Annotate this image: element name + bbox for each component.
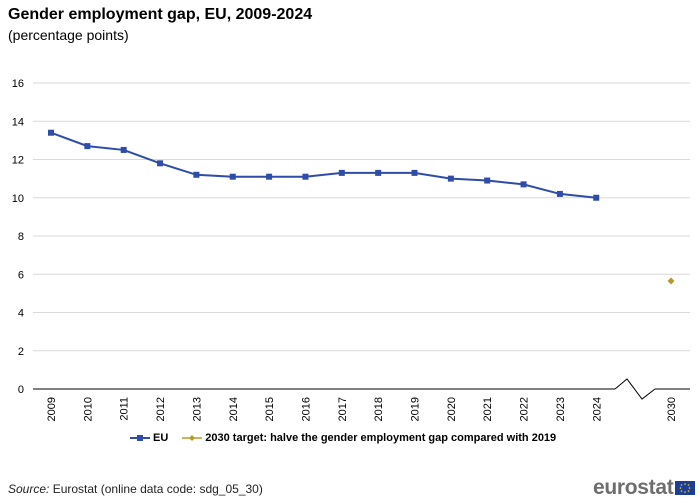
logo-wordmark: eurostat <box>593 476 674 499</box>
y-tick-label: 16 <box>12 78 24 90</box>
x-tick-label: 2016 <box>300 397 312 421</box>
series-eu-point <box>338 169 345 176</box>
series-eu-point <box>229 173 236 180</box>
eurostat-logo: eurostat <box>593 476 696 500</box>
x-tick-label: 2015 <box>264 397 276 421</box>
x-tick-label: 2018 <box>373 397 385 421</box>
x-tick-label: 2023 <box>555 397 567 421</box>
x-tick-label: 2019 <box>410 397 422 421</box>
series-eu-point <box>593 194 600 201</box>
y-tick-label: 0 <box>18 384 24 396</box>
x-tick-label: 2030 <box>666 397 678 421</box>
series-eu-point <box>302 173 309 180</box>
x-tick-label: 2009 <box>46 397 58 421</box>
series-eu-point <box>157 160 164 167</box>
chart-subtitle: (percentage points) <box>8 27 129 43</box>
grid-lines <box>33 82 690 352</box>
source-label: Source: <box>8 482 50 496</box>
x-axis <box>33 378 690 400</box>
x-tick-label: 2011 <box>119 397 131 421</box>
x-tick-label: 2024 <box>591 397 603 421</box>
series-eu-point <box>48 129 54 136</box>
y-tick-label: 14 <box>12 116 24 128</box>
y-tick-label: 8 <box>18 231 24 243</box>
legend: EU 2030 target: halve the gender employm… <box>130 432 570 444</box>
series-eu-point <box>120 146 127 153</box>
series-eu-point <box>484 177 491 184</box>
legend-target-swatch-icon <box>182 433 203 443</box>
y-axis-tick-labels: 0 2 4 6 8 10 12 14 16 <box>12 78 24 396</box>
axis-break-mark <box>614 378 656 400</box>
y-tick-label: 10 <box>12 193 24 205</box>
series-target-point <box>667 277 675 285</box>
x-tick-label: 2020 <box>446 397 458 421</box>
y-tick-label: 6 <box>18 269 24 281</box>
series-eu-point <box>375 169 382 176</box>
y-tick-label: 12 <box>12 155 24 167</box>
source-text: Eurostat (online data code: sdg_05_30) <box>52 482 263 496</box>
x-tick-label: 2010 <box>82 397 94 421</box>
legend-item-eu[interactable]: EU <box>130 432 168 444</box>
series-eu-point <box>84 143 91 150</box>
legend-eu-label: EU <box>153 432 169 444</box>
y-tick-label: 2 <box>18 346 24 358</box>
series-eu-point <box>447 175 454 182</box>
series-eu-point <box>411 169 418 176</box>
series-eu-point <box>556 190 563 197</box>
x-tick-label: 2021 <box>482 397 494 421</box>
x-tick-label: 2017 <box>337 397 349 421</box>
series-eu-point <box>520 181 527 188</box>
chart-title: Gender employment gap, EU, 2009-2024 <box>8 6 313 23</box>
eu-flag-icon <box>675 481 696 495</box>
legend-item-target[interactable]: 2030 target: halve the gender employment… <box>182 432 556 444</box>
series-layer <box>48 129 675 285</box>
x-tick-label: 2013 <box>191 397 203 421</box>
y-tick-label: 4 <box>18 308 24 320</box>
series-eu-point <box>266 173 273 180</box>
x-tick-label: 2022 <box>519 397 531 421</box>
x-tick-label: 2012 <box>155 397 167 421</box>
series-eu-line <box>50 131 597 199</box>
x-tick-label: 2014 <box>228 397 240 421</box>
legend-target-label: 2030 target: halve the gender employment… <box>205 432 557 444</box>
series-eu-point <box>193 171 200 178</box>
source-note: Source: Eurostat (online data code: sdg_… <box>8 482 263 496</box>
legend-eu-swatch-icon <box>130 433 150 443</box>
x-axis-tick-labels: 2009 2010 2011 2012 2013 2014 2015 2016 2017 2018… <box>46 397 678 421</box>
